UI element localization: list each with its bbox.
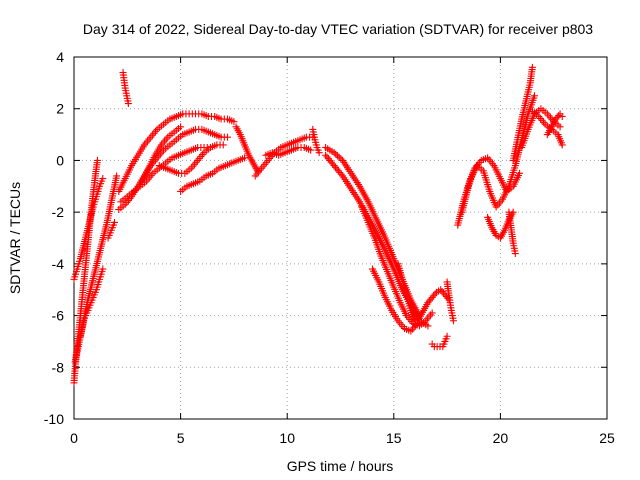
data-point (241, 154, 249, 162)
data-point (531, 92, 539, 100)
grid-lines (74, 57, 607, 419)
data-point (337, 170, 345, 178)
data-point (431, 290, 439, 298)
series-arc-6 (119, 69, 132, 108)
data-point (177, 123, 185, 131)
data-point (424, 322, 432, 330)
y-tick-label: 2 (56, 101, 64, 117)
x-tick-label: 25 (599, 430, 615, 446)
data-point (334, 152, 342, 160)
x-tick-label: 10 (279, 430, 295, 446)
data-points (70, 63, 566, 387)
axis-ticks: 0 5 10 15 20 25 -10 -8 -6 -4 -2 0 2 4 (44, 49, 615, 446)
data-point (558, 112, 566, 120)
x-tick-label: 5 (177, 430, 185, 446)
y-tick-label: -2 (52, 204, 65, 220)
series-arc-20 (368, 265, 421, 335)
data-point (124, 100, 132, 108)
series-arc-28 (509, 63, 536, 164)
y-tick-label: 0 (56, 152, 64, 168)
y-tick-label: -10 (44, 411, 64, 427)
y-tick-label: -8 (52, 359, 65, 375)
data-point (528, 63, 536, 71)
data-point (556, 123, 564, 131)
series-arc-16 (309, 125, 323, 157)
y-tick-label: 4 (56, 49, 64, 65)
series-arc-14 (251, 133, 317, 180)
series-arc-2 (70, 175, 107, 283)
plot-frame (73, 56, 608, 420)
series-arc-12 (177, 154, 249, 195)
series-arc-7 (115, 110, 238, 195)
data-point (337, 155, 345, 163)
series-arc-13 (232, 123, 261, 175)
data-point (332, 150, 340, 158)
series-arc-4 (76, 265, 107, 340)
x-tick-label: 15 (386, 430, 402, 446)
data-point (315, 149, 323, 157)
data-point (224, 133, 232, 141)
y-axis-label: SDTVAR / TECUs (7, 182, 23, 294)
data-point (230, 118, 238, 126)
y-tick-label: -4 (52, 256, 65, 272)
data-point (449, 317, 457, 325)
series-arc-10 (138, 123, 185, 185)
x-axis-label: GPS time / hours (287, 458, 394, 474)
data-point (558, 141, 566, 149)
data-point (307, 146, 315, 154)
x-tick-label: 0 (70, 430, 78, 446)
series-arc-11 (155, 144, 214, 177)
data-point (428, 309, 436, 317)
data-point (335, 153, 343, 161)
y-tick-label: -6 (52, 308, 65, 324)
data-point (113, 172, 121, 180)
data-point (516, 169, 524, 177)
data-point (99, 175, 107, 183)
data-point (93, 156, 101, 164)
series-arc-15 (262, 144, 315, 159)
series-arc-22 (428, 332, 451, 351)
data-point (511, 250, 519, 258)
series-arc-21 (394, 260, 453, 325)
data-point (219, 141, 227, 149)
series-arc-5 (104, 218, 119, 242)
data-point (111, 218, 119, 226)
series-arc-31 (543, 110, 566, 139)
series-arc-25 (458, 154, 524, 216)
data-point (330, 149, 338, 157)
data-point (99, 265, 107, 273)
data-point (443, 332, 451, 340)
series-arc-3 (71, 172, 121, 366)
data-point (206, 144, 214, 151)
x-tick-label: 20 (493, 430, 509, 446)
series-arc-23 (443, 278, 457, 325)
series-arc-27 (505, 208, 519, 258)
series-arc-19 (358, 203, 436, 330)
data-point (555, 112, 563, 120)
chart-title: Day 314 of 2022, Sidereal Day-to-day VTE… (83, 21, 593, 37)
